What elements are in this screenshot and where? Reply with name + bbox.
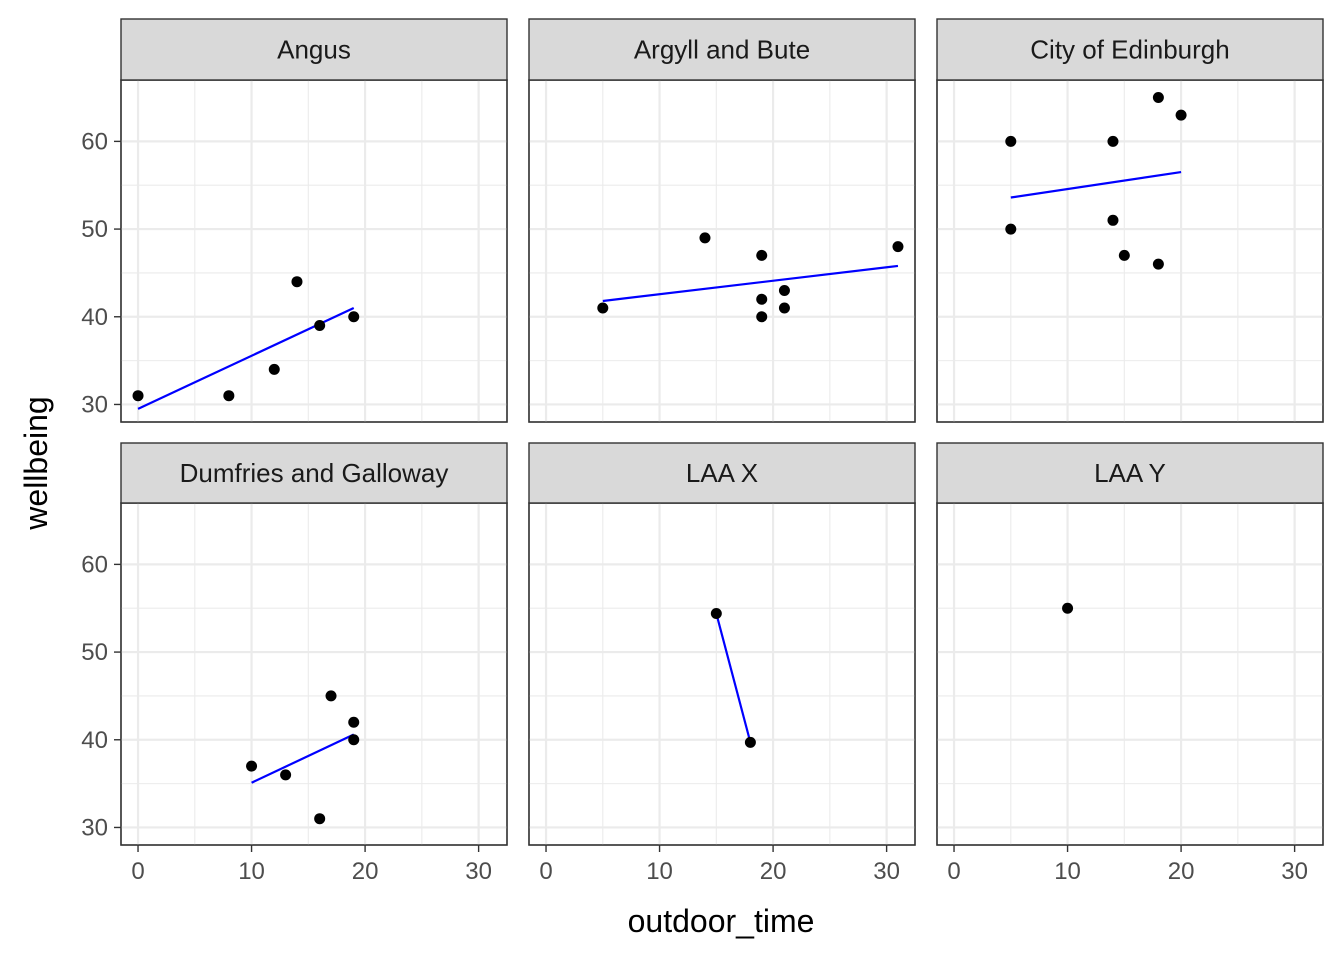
regression-line bbox=[1010, 170, 1182, 199]
data-point bbox=[348, 716, 360, 728]
x-axis-title: outdoor_time bbox=[628, 903, 815, 939]
data-point bbox=[314, 813, 326, 825]
facet-strip bbox=[528, 18, 916, 81]
x-tick-label: 0 bbox=[539, 858, 552, 885]
y-tick-label: 40 bbox=[81, 727, 108, 754]
data-point bbox=[314, 320, 326, 332]
panel-background bbox=[936, 502, 1324, 846]
data-point bbox=[246, 760, 258, 772]
data-point bbox=[223, 390, 235, 402]
facet-strip bbox=[120, 442, 508, 504]
data-point bbox=[756, 311, 768, 323]
facet-strip bbox=[936, 18, 1324, 81]
facet-strip-label: LAA Y bbox=[1094, 458, 1166, 488]
facet-strip-label: Dumfries and Galloway bbox=[180, 458, 449, 488]
data-point bbox=[756, 293, 768, 305]
y-tick-label: 60 bbox=[81, 551, 108, 578]
data-point bbox=[699, 232, 711, 244]
data-point bbox=[325, 690, 337, 702]
x-tick-label: 30 bbox=[1281, 858, 1308, 885]
data-point bbox=[1175, 109, 1187, 121]
panel-background bbox=[936, 79, 1324, 423]
facet-panel-laa-y: LAA Y 0 10 20 30 bbox=[936, 442, 1324, 885]
regression-line bbox=[715, 613, 752, 743]
data-point bbox=[1107, 214, 1119, 226]
regression-line bbox=[602, 264, 899, 303]
facet-strip bbox=[936, 442, 1324, 504]
facet-panel-laa-x: LAA X 0 10 20 30 bbox=[528, 442, 916, 885]
data-point bbox=[1005, 223, 1017, 235]
data-point bbox=[710, 607, 722, 619]
facet-panel-city-of-edinburgh: City of Edinburgh bbox=[936, 18, 1324, 423]
x-tick-label: 20 bbox=[352, 858, 379, 885]
data-point bbox=[1152, 92, 1164, 104]
panel-background bbox=[528, 502, 916, 846]
x-tick-label: 20 bbox=[760, 858, 787, 885]
facet-strip-label: Angus bbox=[277, 35, 351, 65]
data-point bbox=[1062, 602, 1074, 614]
data-point bbox=[291, 276, 303, 288]
facet-strip bbox=[528, 442, 916, 504]
y-tick-label: 60 bbox=[81, 128, 108, 155]
y-axis-title: wellbeing bbox=[18, 396, 54, 530]
data-point bbox=[348, 734, 360, 746]
facet-panel-dumfries-and-galloway: Dumfries and Galloway 0 10 20 30 30 40 50 60 bbox=[81, 442, 508, 885]
y-tick-label: 50 bbox=[81, 216, 108, 243]
facet-panel-angus: Angus 30 40 50 60 bbox=[81, 18, 508, 423]
x-tick-label: 10 bbox=[238, 858, 265, 885]
y-tick-label: 30 bbox=[81, 814, 108, 841]
data-point bbox=[778, 302, 790, 314]
x-tick-label: 0 bbox=[131, 858, 144, 885]
y-tick-label: 30 bbox=[81, 391, 108, 418]
facet-panels: Angus 30 40 50 60 Argyll and Bute City of Edin… bbox=[81, 18, 1324, 885]
facet-strip bbox=[120, 18, 508, 81]
panel-background bbox=[120, 502, 508, 846]
y-tick-label: 50 bbox=[81, 639, 108, 666]
data-point bbox=[597, 302, 609, 314]
data-point bbox=[892, 241, 904, 253]
facet-strip-label: LAA X bbox=[686, 458, 758, 488]
data-point bbox=[268, 363, 280, 375]
data-point bbox=[1152, 258, 1164, 270]
panel-background bbox=[120, 79, 508, 423]
facet-strip-label: City of Edinburgh bbox=[1030, 35, 1229, 65]
x-tick-label: 10 bbox=[1054, 858, 1081, 885]
facet-panel-argyll-and-bute: Argyll and Bute bbox=[528, 18, 916, 423]
y-tick-label: 40 bbox=[81, 304, 108, 331]
data-point bbox=[778, 284, 790, 296]
panel-background bbox=[528, 79, 916, 423]
facet-strip-label: Argyll and Bute bbox=[634, 35, 810, 65]
x-tick-label: 30 bbox=[465, 858, 492, 885]
data-point bbox=[348, 311, 360, 323]
x-tick-label: 30 bbox=[873, 858, 900, 885]
data-point bbox=[1118, 249, 1130, 261]
x-tick-label: 10 bbox=[646, 858, 673, 885]
regression-line bbox=[251, 733, 355, 784]
x-tick-label: 0 bbox=[947, 858, 960, 885]
data-point bbox=[1107, 135, 1119, 147]
data-point bbox=[132, 390, 144, 402]
data-point bbox=[280, 769, 292, 781]
data-point bbox=[1005, 135, 1017, 147]
data-point bbox=[744, 736, 756, 748]
x-tick-label: 20 bbox=[1168, 858, 1195, 885]
data-point bbox=[756, 249, 768, 261]
